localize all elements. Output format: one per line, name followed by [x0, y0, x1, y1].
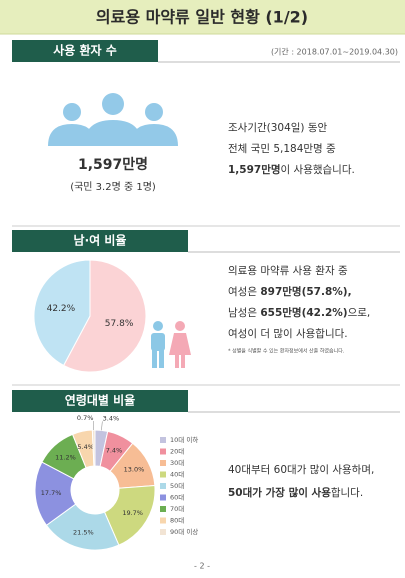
bold-text: 1,597만명	[228, 163, 281, 176]
man-figure	[151, 321, 165, 368]
page-title: 의료용 마약류 일반 현황 (1/2)	[96, 8, 308, 27]
legend-swatch	[160, 437, 166, 443]
section-tab	[12, 230, 188, 252]
section-tab	[12, 40, 158, 62]
value-label: 3.4%	[103, 414, 120, 422]
slice	[62, 259, 147, 373]
value-label: 7.4%	[106, 446, 123, 454]
text: 이 사용했습니다.	[281, 164, 355, 176]
body-line: 40대부터 60대가 많이 사용하며,	[228, 463, 374, 476]
body-line: 여성은 897만명(57.8%),	[228, 285, 352, 298]
section-tab	[12, 390, 188, 412]
value-label: 19.7%	[122, 509, 143, 517]
slice	[33, 259, 91, 367]
slice	[91, 429, 96, 467]
body-line: 남성은 655만명(42.2%)으로,	[228, 306, 370, 319]
legend-label: 80대	[170, 517, 184, 525]
legend-swatch	[160, 529, 166, 535]
legend-swatch	[160, 471, 166, 478]
header-band	[0, 0, 405, 34]
text: 여성이 더 많이 사용합니다.	[228, 328, 348, 340]
text: 의료용 마약류 사용 환자 중	[228, 265, 348, 277]
page-number: - 2 -	[194, 562, 210, 571]
bold-text: 897만명(57.8%),	[260, 285, 351, 298]
section-title: 사용 환자 수	[53, 43, 117, 58]
legend-swatch	[160, 483, 166, 489]
body-line: 1,597만명이 사용했습니다.	[228, 163, 355, 176]
period: (기간 : 2018.07.01~2019.04.30)	[271, 47, 398, 57]
value-label: 0.7%	[77, 414, 94, 422]
legend-label: 50대	[170, 482, 184, 490]
section-title: 남·여 비율	[74, 233, 127, 248]
body-line: 의료용 마약류 사용 환자 중	[228, 265, 348, 277]
legend-label: 60대	[170, 494, 184, 502]
slice	[45, 503, 120, 551]
legend-label: 10대 이하	[170, 435, 198, 444]
value-label: 17.7%	[41, 489, 62, 497]
body-line: 조사기간(304일) 동안	[228, 121, 328, 134]
value-label: 42.2%	[47, 304, 76, 314]
footnote: * 성별을 식별할 수 있는 환자정보에서 산출 하였습니다.	[228, 348, 345, 355]
text: 합니다.	[331, 487, 363, 499]
legend-label: 20대	[170, 448, 184, 456]
text: 조사기간(304일) 동안	[228, 121, 328, 134]
text: 남성은	[228, 307, 260, 319]
legend-swatch	[160, 494, 166, 501]
value-label: 13.0%	[124, 466, 145, 474]
legend-swatch	[160, 460, 166, 466]
people-icon	[48, 93, 178, 146]
leader-line	[101, 421, 103, 431]
body-line: 전체 국민 5,184만명 중	[228, 143, 336, 155]
text: 전체 국민 5,184만명 중	[228, 143, 336, 155]
figure-note: (국민 3.2명 중 1명)	[70, 181, 156, 193]
legend-label: 70대	[170, 505, 184, 513]
figure: 1,597만명	[78, 156, 148, 173]
legend-swatch	[160, 448, 166, 455]
legend-label: 90대 이상	[170, 527, 198, 536]
bold-text: 655만명(42.2%)	[260, 306, 347, 319]
text: 여성은	[228, 286, 260, 298]
text: 으로,	[348, 307, 371, 319]
legend-label: 30대	[170, 459, 184, 467]
legend-swatch	[160, 506, 166, 512]
value-label: 11.2%	[55, 453, 76, 461]
legend-label: 40대	[170, 471, 184, 479]
bold-text: 50대가 가장 많이 사용	[228, 486, 331, 499]
text: 40대부터 60대가 많이 사용하며,	[228, 463, 374, 476]
value-label: 57.8%	[105, 319, 134, 329]
value-label: 5.4%	[77, 443, 94, 451]
value-label: 21.5%	[73, 528, 94, 536]
legend-swatch	[160, 517, 166, 524]
section-title: 연령대별 비율	[65, 393, 135, 408]
body-line: 50대가 가장 많이 사용합니다.	[228, 486, 363, 499]
woman-figure	[169, 321, 191, 368]
body-line: 여성이 더 많이 사용합니다.	[228, 328, 348, 340]
